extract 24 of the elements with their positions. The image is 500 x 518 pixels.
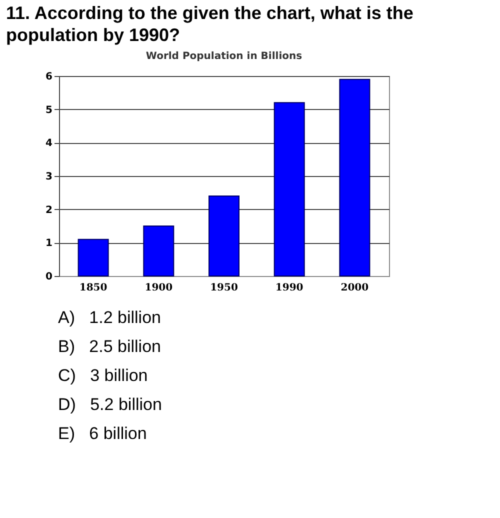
text: A) 1.2 billion: [58, 307, 162, 329]
text: E) 6 billion: [58, 423, 148, 445]
y-tick-label: 6: [46, 72, 53, 82]
bar: [143, 226, 174, 276]
x-tick-label: 1990: [275, 282, 304, 294]
y-tick-label: 5: [46, 104, 53, 116]
x-tick-label: 1850: [79, 282, 108, 294]
x-tick-label: 1950: [210, 282, 238, 294]
bar: [208, 196, 240, 276]
text: C) 3 billion: [58, 365, 149, 387]
y-tick-label: 3: [46, 172, 53, 182]
bar: [78, 238, 109, 276]
y-tick-label: 4: [46, 138, 53, 150]
chart-title: 11. According to the given the chart, what is the population by 1990?: [5, 2, 414, 46]
x-tick-label: 2000: [340, 282, 369, 294]
x-tick-label: 1900: [144, 282, 173, 294]
text: D) 5.2 billion: [58, 394, 163, 416]
y-tick-label: 1: [46, 238, 53, 250]
text: B) 2.5 billion: [58, 336, 162, 358]
bar: [339, 78, 370, 276]
bar: [274, 102, 305, 276]
chart-subtitle: World Population in Billions: [146, 51, 302, 62]
y-tick-label: 0: [46, 272, 53, 282]
y-tick-label: 2: [46, 204, 53, 216]
